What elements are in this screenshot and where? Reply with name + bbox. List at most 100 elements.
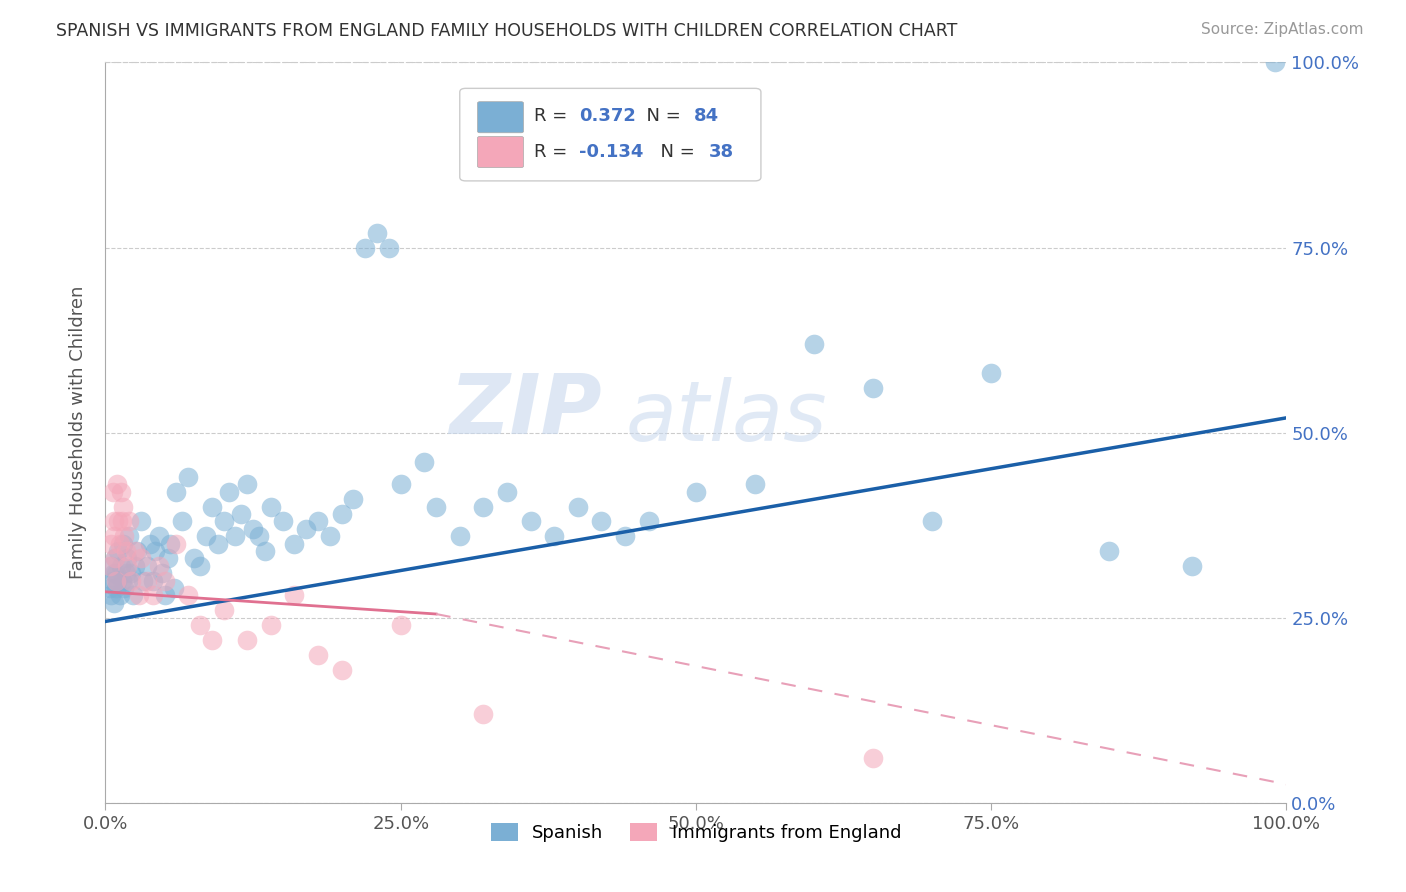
- Y-axis label: Family Households with Children: Family Households with Children: [69, 286, 87, 579]
- Point: [98, 581, 121, 595]
- Point: [236, 477, 259, 491]
- Point: [449, 529, 471, 543]
- Point: [157, 551, 180, 566]
- Point: [242, 522, 264, 536]
- Point: [120, 574, 142, 588]
- Point: [218, 484, 240, 499]
- Point: [129, 515, 152, 529]
- Point: [247, 529, 270, 543]
- Point: [115, 551, 138, 566]
- Point: [110, 558, 132, 573]
- Point: [519, 515, 541, 529]
- Point: [148, 558, 170, 573]
- Point: [1181, 558, 1204, 573]
- Point: [188, 558, 211, 573]
- Point: [330, 663, 353, 677]
- Point: [98, 558, 121, 573]
- Point: [105, 477, 128, 491]
- Point: [425, 500, 447, 514]
- Point: [118, 529, 141, 543]
- Point: [124, 558, 146, 573]
- Point: [207, 536, 229, 550]
- Point: [111, 515, 134, 529]
- Point: [112, 536, 135, 550]
- Point: [121, 589, 143, 603]
- Point: [114, 566, 136, 581]
- Point: [637, 515, 659, 529]
- Point: [124, 544, 146, 558]
- Point: [283, 536, 305, 550]
- Point: [165, 536, 187, 550]
- Point: [921, 515, 943, 529]
- FancyBboxPatch shape: [460, 88, 761, 181]
- Point: [129, 551, 152, 566]
- Text: R =: R =: [534, 108, 574, 126]
- Point: [153, 589, 176, 603]
- Point: [105, 581, 128, 595]
- Point: [103, 566, 125, 581]
- Point: [117, 574, 139, 588]
- Point: [744, 477, 766, 491]
- Point: [135, 558, 157, 573]
- Text: R =: R =: [534, 143, 574, 161]
- Point: [685, 484, 707, 499]
- Point: [127, 544, 149, 558]
- Point: [496, 484, 519, 499]
- Point: [172, 515, 194, 529]
- Point: [107, 515, 129, 529]
- Point: [114, 544, 136, 558]
- Point: [183, 551, 205, 566]
- Point: [271, 515, 294, 529]
- Point: [330, 507, 353, 521]
- Point: [260, 618, 283, 632]
- Point: [1098, 544, 1121, 558]
- Point: [104, 551, 127, 566]
- Text: 38: 38: [709, 143, 734, 161]
- Point: [472, 706, 495, 721]
- Point: [112, 500, 135, 514]
- Point: [159, 536, 181, 550]
- Point: [148, 529, 170, 543]
- Point: [253, 544, 276, 558]
- Point: [212, 603, 235, 617]
- Point: [100, 558, 122, 573]
- Point: [139, 536, 162, 550]
- Point: [803, 336, 825, 351]
- Text: 0.372: 0.372: [579, 108, 636, 126]
- Point: [101, 574, 124, 588]
- Point: [366, 226, 388, 240]
- Point: [101, 484, 124, 499]
- Point: [105, 566, 128, 581]
- Point: [389, 477, 412, 491]
- Point: [236, 632, 259, 647]
- Legend: Spanish, Immigrants from England: Spanish, Immigrants from England: [484, 816, 908, 849]
- Point: [100, 536, 122, 550]
- Point: [135, 574, 157, 588]
- Point: [354, 240, 377, 255]
- Point: [307, 648, 329, 662]
- Point: [194, 529, 217, 543]
- Text: ZIP: ZIP: [449, 370, 602, 451]
- Point: [165, 484, 187, 499]
- Text: 84: 84: [693, 108, 718, 126]
- Text: N =: N =: [648, 143, 700, 161]
- Point: [307, 515, 329, 529]
- Point: [105, 574, 128, 588]
- Text: -0.134: -0.134: [579, 143, 644, 161]
- Point: [120, 566, 142, 581]
- FancyBboxPatch shape: [478, 102, 523, 133]
- Point: [108, 536, 131, 550]
- Point: [188, 618, 211, 632]
- Point: [163, 581, 186, 595]
- Point: [201, 500, 224, 514]
- Point: [103, 529, 125, 543]
- Point: [543, 529, 565, 543]
- Point: [110, 484, 132, 499]
- Point: [103, 596, 125, 610]
- Point: [980, 367, 1002, 381]
- Point: [212, 515, 235, 529]
- Point: [104, 551, 127, 566]
- Text: N =: N =: [634, 108, 686, 126]
- Point: [591, 515, 613, 529]
- Point: [105, 574, 128, 588]
